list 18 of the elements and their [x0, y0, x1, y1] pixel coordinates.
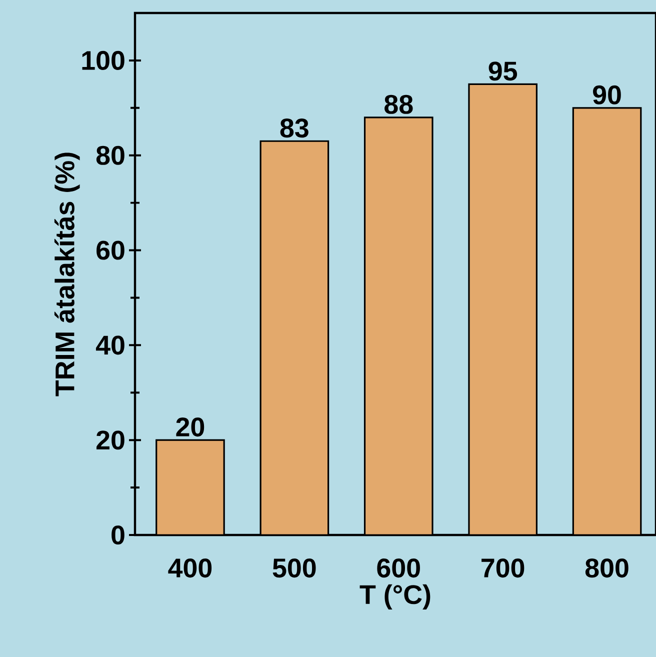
x-axis-title: T (°C) [360, 584, 430, 610]
y-tick-label: 60 [96, 240, 124, 260]
y-tick-label: 100 [82, 50, 124, 70]
data-label: 20 [176, 418, 204, 437]
x-tick-label: 400 [168, 558, 212, 578]
data-label: 95 [488, 62, 518, 81]
x-tick-label: 800 [585, 558, 628, 578]
x-tick-label: 500 [272, 558, 316, 578]
x-tick-label: 700 [482, 558, 524, 578]
y-tick-label: 20 [96, 430, 124, 450]
y-tick-label: 40 [96, 336, 124, 355]
y-axis-title: TRIM átalakítás (%) [54, 152, 80, 396]
data-label: 88 [384, 94, 413, 114]
data-label: 90 [593, 85, 621, 104]
x-tick-label: 600 [377, 558, 420, 578]
y-tick-label: 80 [96, 146, 124, 165]
data-label: 83 [280, 118, 308, 138]
y-tick-label: 0 [112, 525, 124, 545]
